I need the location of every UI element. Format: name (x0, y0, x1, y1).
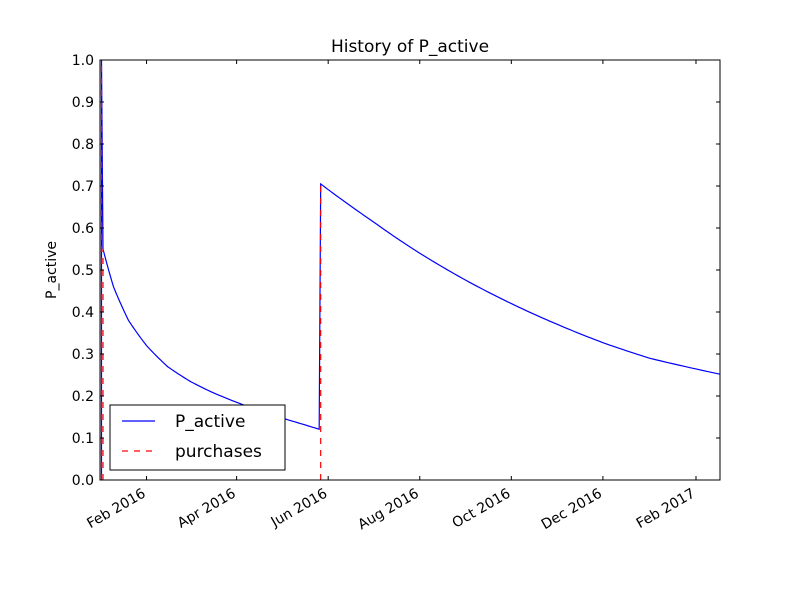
y-tick-label: 0.9 (72, 95, 94, 111)
y-axis-label: P_active (44, 241, 60, 299)
y-tick-label: 0.1 (72, 431, 94, 447)
legend: P_active purchases (109, 404, 286, 471)
y-tick-label: 0.6 (72, 221, 94, 237)
y-tick-label: 0.2 (72, 389, 94, 405)
y-tick-label: 0.3 (72, 347, 94, 363)
legend-label-p-active: P_active (175, 412, 245, 432)
y-tick-label: 0.5 (72, 263, 94, 279)
y-tick-label: 0.0 (72, 473, 94, 489)
y-tick-label: 0.7 (72, 179, 94, 195)
y-tick-label: 0.4 (72, 305, 94, 321)
chart-title: History of P_active (331, 37, 489, 57)
y-tick-label: 0.8 (72, 137, 94, 153)
series-p-active-line (100, 59, 721, 480)
legend-label-purchases: purchases (175, 442, 262, 462)
y-tick-label: 1.0 (72, 53, 94, 69)
legend-box (109, 404, 286, 471)
